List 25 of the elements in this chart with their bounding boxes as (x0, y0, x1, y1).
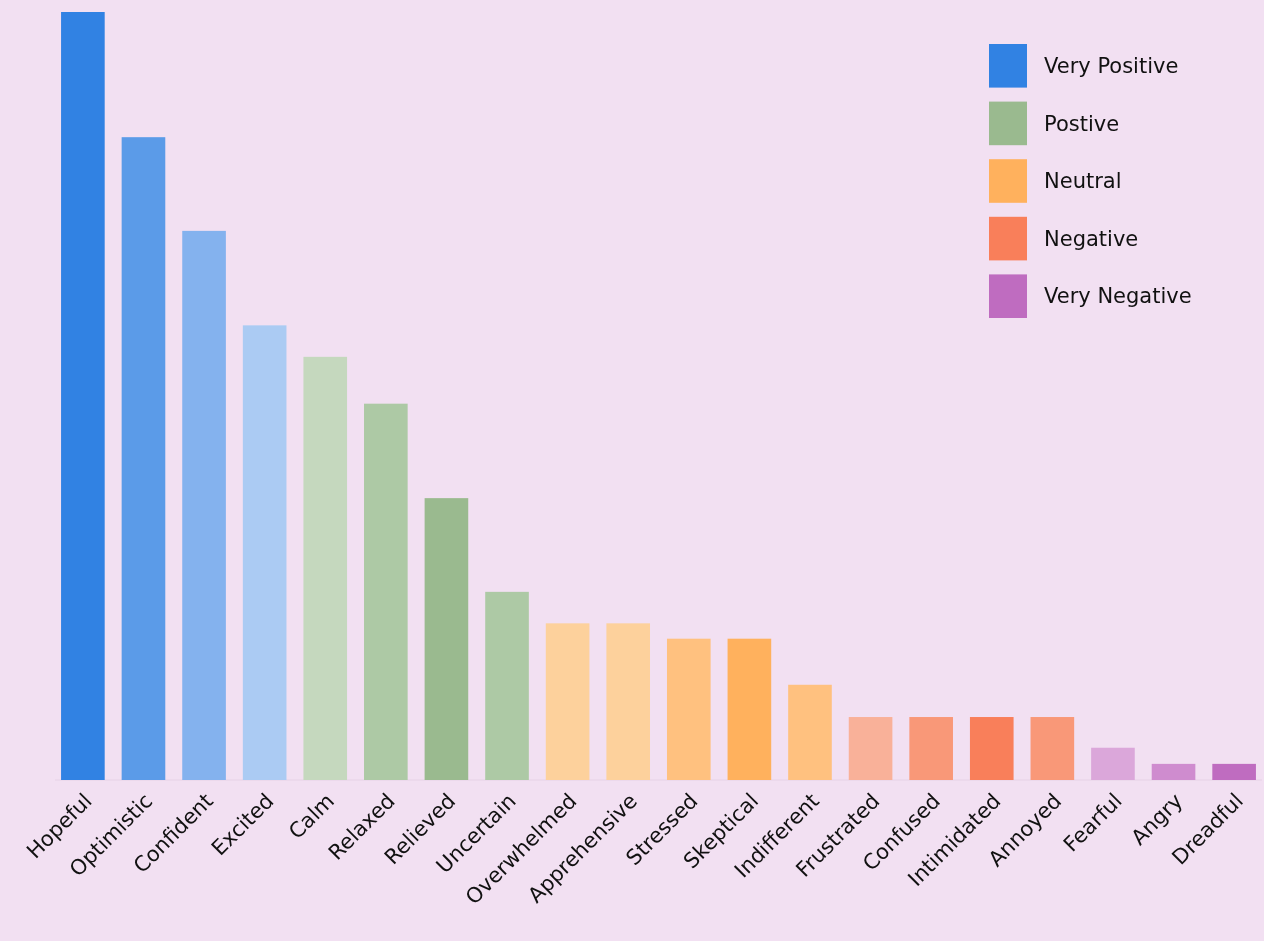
bar (303, 356, 348, 780)
bar (1030, 717, 1075, 780)
legend-label: Very Negative (1044, 284, 1192, 309)
legend-label: Negative (1044, 226, 1139, 251)
bar (182, 230, 226, 780)
bar (788, 684, 832, 780)
legend-label: Very Positive (1044, 54, 1179, 78)
legend-label: Neutral (1044, 169, 1122, 194)
bar (1212, 763, 1256, 780)
bar (61, 12, 105, 780)
bar (424, 498, 469, 780)
bar (1091, 747, 1135, 780)
bar (121, 137, 166, 780)
bar (1151, 763, 1196, 780)
bar (848, 717, 893, 780)
bar (485, 591, 529, 780)
bar (242, 325, 287, 780)
bar (545, 623, 590, 780)
bar (606, 623, 651, 780)
bar (969, 717, 1014, 780)
bar (666, 638, 711, 780)
bar (364, 403, 408, 780)
legend-label: Postive (1044, 111, 1120, 136)
bar (909, 717, 953, 780)
bar (727, 638, 772, 780)
